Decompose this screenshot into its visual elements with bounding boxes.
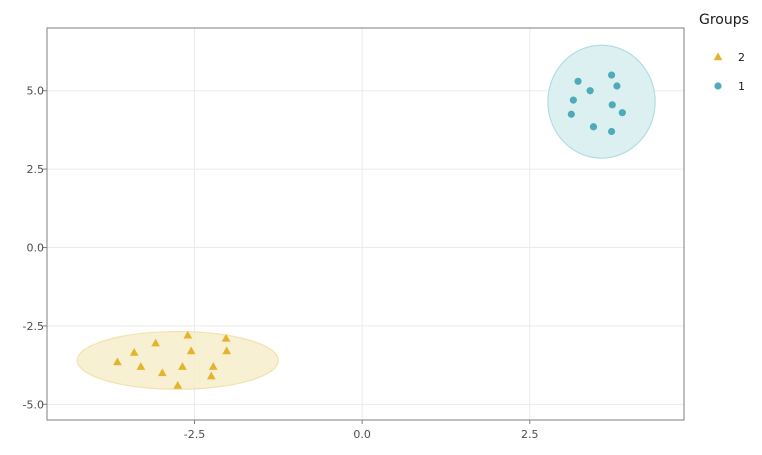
x-tick-label: 0.0 xyxy=(353,428,371,441)
point-layer xyxy=(113,71,626,389)
group-2-point xyxy=(129,347,139,356)
group-2-point xyxy=(206,371,216,380)
group-2-point xyxy=(221,333,231,342)
y-tick-label: 5.0 xyxy=(27,85,45,98)
ellipse-layer xyxy=(76,44,656,390)
group-2-point xyxy=(173,380,183,389)
plot-border xyxy=(46,27,685,421)
group-2-point xyxy=(186,346,196,355)
y-tick-label: 0.0 xyxy=(27,242,45,255)
group-2-point xyxy=(151,338,160,347)
grid-layer xyxy=(47,28,684,420)
legend-label-2: 2 xyxy=(738,51,745,64)
y-tick-label: -5.0 xyxy=(23,398,44,411)
x-tick-label: -2.5 xyxy=(184,428,205,441)
group-2-point xyxy=(113,357,122,366)
group-1-point xyxy=(607,127,616,136)
group-1-point xyxy=(569,96,577,104)
group-1-point xyxy=(607,71,616,79)
group-1-point xyxy=(586,87,594,95)
legend-marker-2 xyxy=(713,52,723,61)
legend-label-1: 1 xyxy=(738,80,745,93)
y-tick-label: -2.5 xyxy=(23,320,44,333)
legend-marker-1 xyxy=(714,82,722,90)
group-2-point xyxy=(208,362,218,370)
group-2-point xyxy=(178,362,187,370)
group-1-point xyxy=(567,110,575,118)
axis-layer: -2.5 0.0 2.5 -5.0 -2.5 0.0 2.5 5.0 xyxy=(23,85,539,441)
legend-title: Groups xyxy=(699,12,749,28)
group-1-point xyxy=(613,82,621,90)
group-2-point xyxy=(157,368,167,377)
group-1-point xyxy=(608,101,616,109)
group-2-point xyxy=(136,362,146,370)
group-2-point xyxy=(222,346,232,355)
group-2-ellipse xyxy=(76,330,279,390)
group-1-point xyxy=(589,123,598,131)
group-1-ellipse xyxy=(547,44,656,159)
legend: Groups 2 1 xyxy=(699,12,749,93)
group-1-point xyxy=(618,109,626,117)
y-tick-label: 2.5 xyxy=(27,163,45,176)
group-2-point xyxy=(183,330,193,339)
group-1-point xyxy=(574,77,582,85)
x-tick-label: 2.5 xyxy=(521,428,539,441)
